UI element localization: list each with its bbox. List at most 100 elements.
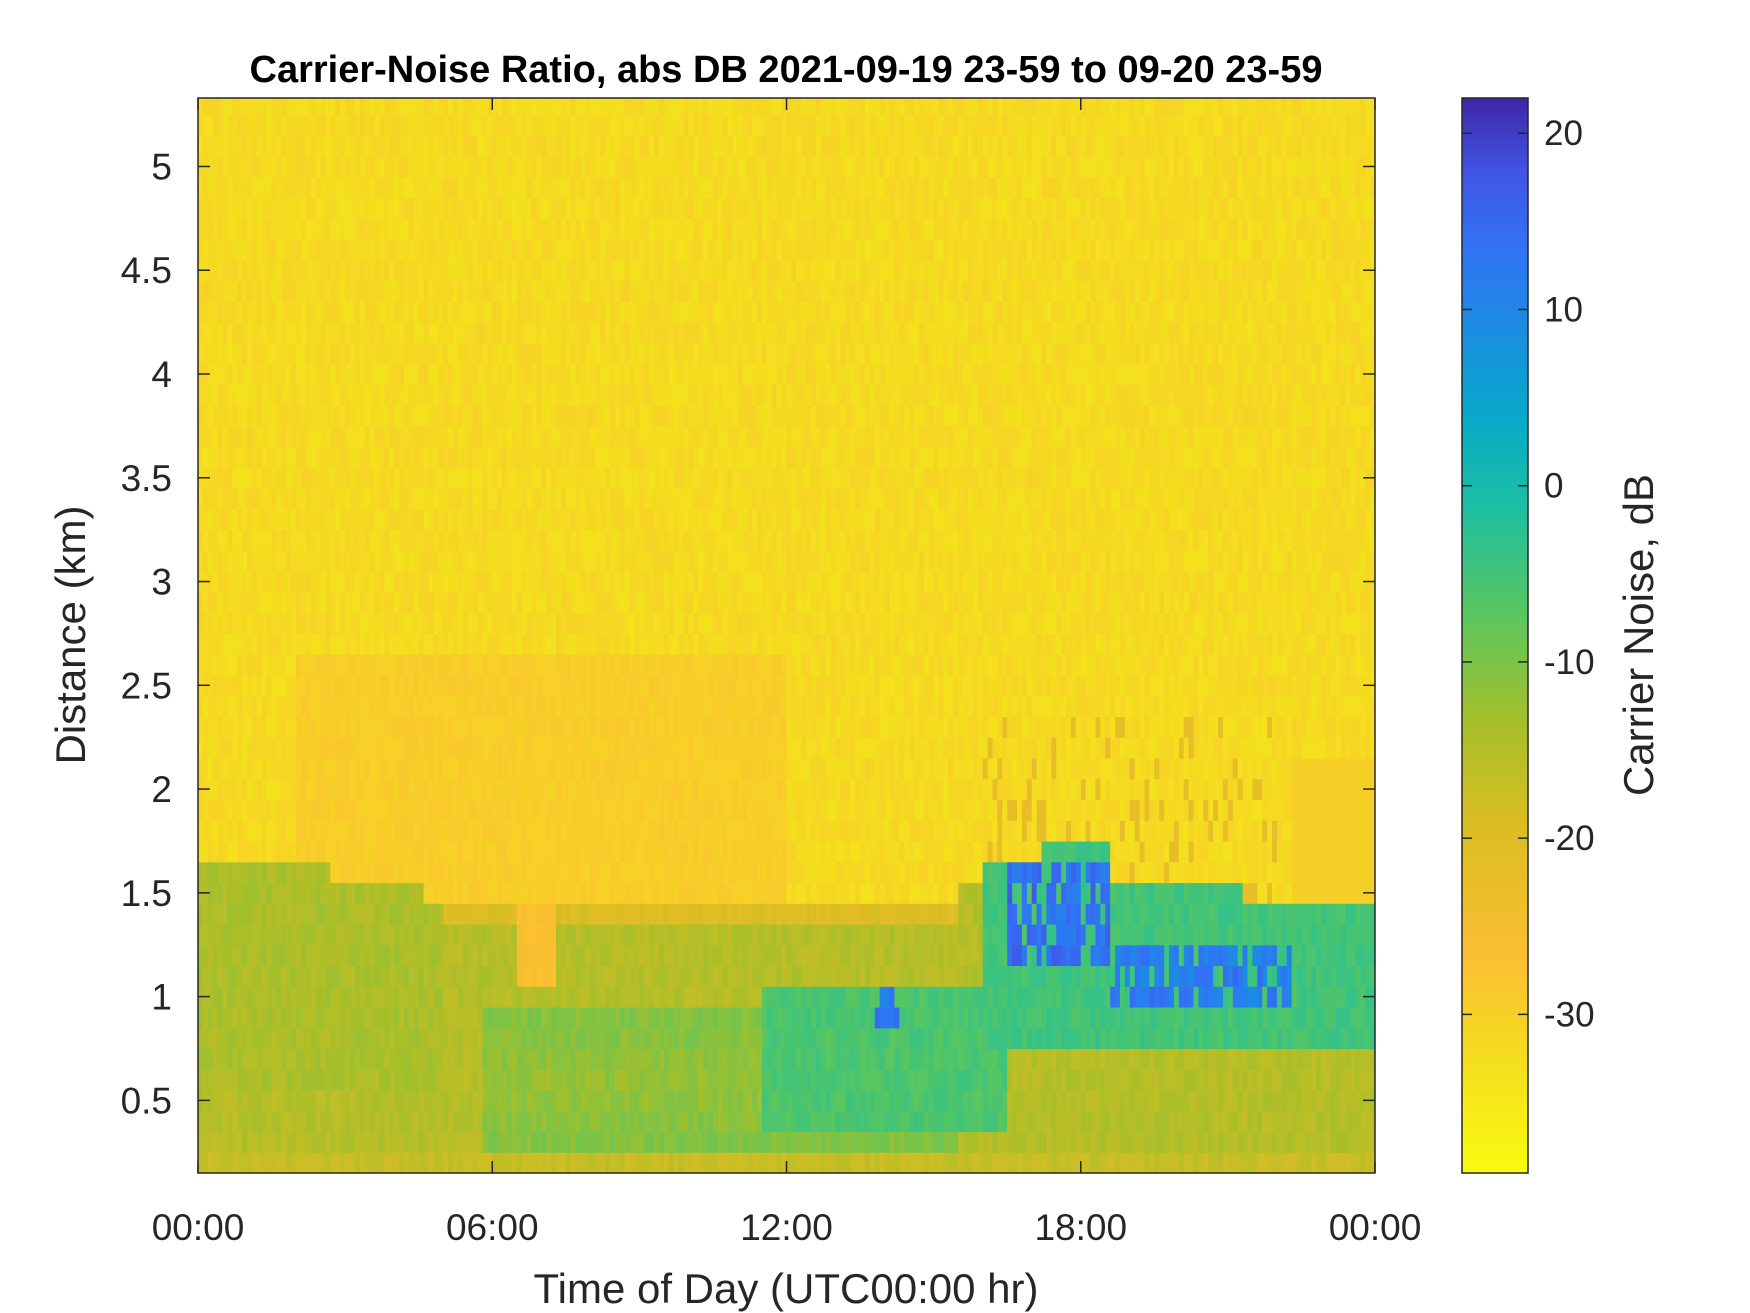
- heatmap-cell: [232, 986, 238, 1007]
- heatmap-cell: [414, 94, 420, 115]
- heatmap-cell: [605, 1090, 611, 1111]
- heatmap-cell: [203, 322, 209, 343]
- heatmap-cell: [630, 1048, 636, 1069]
- heatmap-cell: [443, 613, 449, 634]
- heatmap-cell: [458, 260, 464, 281]
- heatmap-cell: [458, 633, 464, 654]
- heatmap-cell: [527, 364, 533, 385]
- heatmap-cell: [585, 903, 591, 924]
- heatmap-cell: [223, 1111, 229, 1132]
- heatmap-cell: [247, 488, 253, 509]
- heatmap-cell: [659, 343, 665, 364]
- heatmap-cell: [581, 467, 587, 488]
- heatmap-cell: [218, 945, 224, 966]
- heatmap-cell: [257, 94, 263, 115]
- heatmap-cell: [664, 550, 670, 571]
- heatmap-cell: [649, 550, 655, 571]
- heatmap-cell: [370, 509, 376, 530]
- heatmap-cell: [438, 862, 444, 883]
- heatmap-cell: [227, 115, 233, 136]
- heatmap-cell: [463, 1028, 469, 1049]
- heatmap-cell: [286, 135, 292, 156]
- heatmap-cell: [625, 94, 631, 115]
- heatmap-cell: [311, 364, 317, 385]
- heatmap-cell: [399, 301, 405, 322]
- heatmap-cell: [399, 115, 405, 136]
- heatmap-cell: [463, 1007, 469, 1028]
- heatmap-cell: [213, 571, 219, 592]
- heatmap-cell: [541, 862, 547, 883]
- heatmap-cell: [301, 405, 307, 426]
- heatmap-cell: [257, 156, 263, 177]
- heatmap-cell: [546, 924, 552, 945]
- heatmap-cell: [252, 239, 258, 260]
- heatmap-cell: [316, 1152, 322, 1173]
- heatmap-cell: [365, 115, 371, 136]
- heatmap-cell: [576, 343, 582, 364]
- heatmap-cell: [370, 1131, 376, 1152]
- heatmap-cell: [286, 862, 292, 883]
- heatmap-cell: [507, 239, 513, 260]
- heatmap-cell: [448, 654, 454, 675]
- heatmap-cell: [556, 94, 562, 115]
- heatmap-cell: [262, 343, 268, 364]
- heatmap-cell: [487, 633, 493, 654]
- heatmap-cell: [301, 820, 307, 841]
- heatmap-cell: [527, 467, 533, 488]
- heatmap-cell: [218, 1069, 224, 1090]
- heatmap-cell: [649, 343, 655, 364]
- heatmap-cell: [536, 530, 542, 551]
- heatmap-cell: [581, 820, 587, 841]
- heatmap-cell: [409, 1090, 415, 1111]
- heatmap-cell: [649, 945, 655, 966]
- heatmap-cell: [517, 488, 523, 509]
- heatmap-cell: [379, 260, 385, 281]
- heatmap-cell: [296, 924, 302, 945]
- heatmap-cell: [414, 779, 420, 800]
- heatmap-cell: [237, 716, 243, 737]
- heatmap-cell: [478, 1069, 484, 1090]
- heatmap-cell: [399, 675, 405, 696]
- heatmap-cell: [468, 509, 474, 530]
- heatmap-cell: [375, 94, 381, 115]
- heatmap-cell: [649, 862, 655, 883]
- heatmap-cell: [424, 716, 430, 737]
- heatmap-cell: [531, 862, 537, 883]
- heatmap-cell: [561, 281, 567, 302]
- heatmap-cell: [311, 571, 317, 592]
- heatmap-cell: [316, 384, 322, 405]
- heatmap-cell: [478, 862, 484, 883]
- heatmap-cell: [654, 405, 660, 426]
- heatmap-cell: [541, 301, 547, 322]
- heatmap-cell: [345, 488, 351, 509]
- heatmap-cell: [237, 405, 243, 426]
- heatmap-cell: [512, 1090, 518, 1111]
- heatmap-cell: [419, 115, 425, 136]
- heatmap-cell: [482, 135, 488, 156]
- heatmap-cell: [326, 281, 332, 302]
- heatmap-cell: [286, 924, 292, 945]
- heatmap-cell: [203, 447, 209, 468]
- heatmap-cell: [301, 965, 307, 986]
- heatmap-cell: [644, 986, 650, 1007]
- heatmap-cell: [664, 343, 670, 364]
- heatmap-cell: [502, 945, 508, 966]
- heatmap-cell: [536, 509, 542, 530]
- heatmap-cell: [473, 115, 479, 136]
- heatmap-cell: [492, 1131, 498, 1152]
- heatmap-cell: [213, 1131, 219, 1152]
- heatmap-cell: [556, 281, 562, 302]
- heatmap-cell: [203, 1069, 209, 1090]
- heatmap-cell: [409, 239, 415, 260]
- heatmap-cell: [473, 592, 479, 613]
- heatmap-cell: [556, 1069, 562, 1090]
- heatmap-cell: [311, 924, 317, 945]
- heatmap-cell: [316, 1111, 322, 1132]
- heatmap-cell: [507, 260, 513, 281]
- heatmap-cell: [551, 841, 557, 862]
- heatmap-cell: [218, 447, 224, 468]
- heatmap-cell: [556, 239, 562, 260]
- heatmap-cell: [630, 675, 636, 696]
- heatmap-cell: [443, 758, 449, 779]
- heatmap-cell: [566, 613, 572, 634]
